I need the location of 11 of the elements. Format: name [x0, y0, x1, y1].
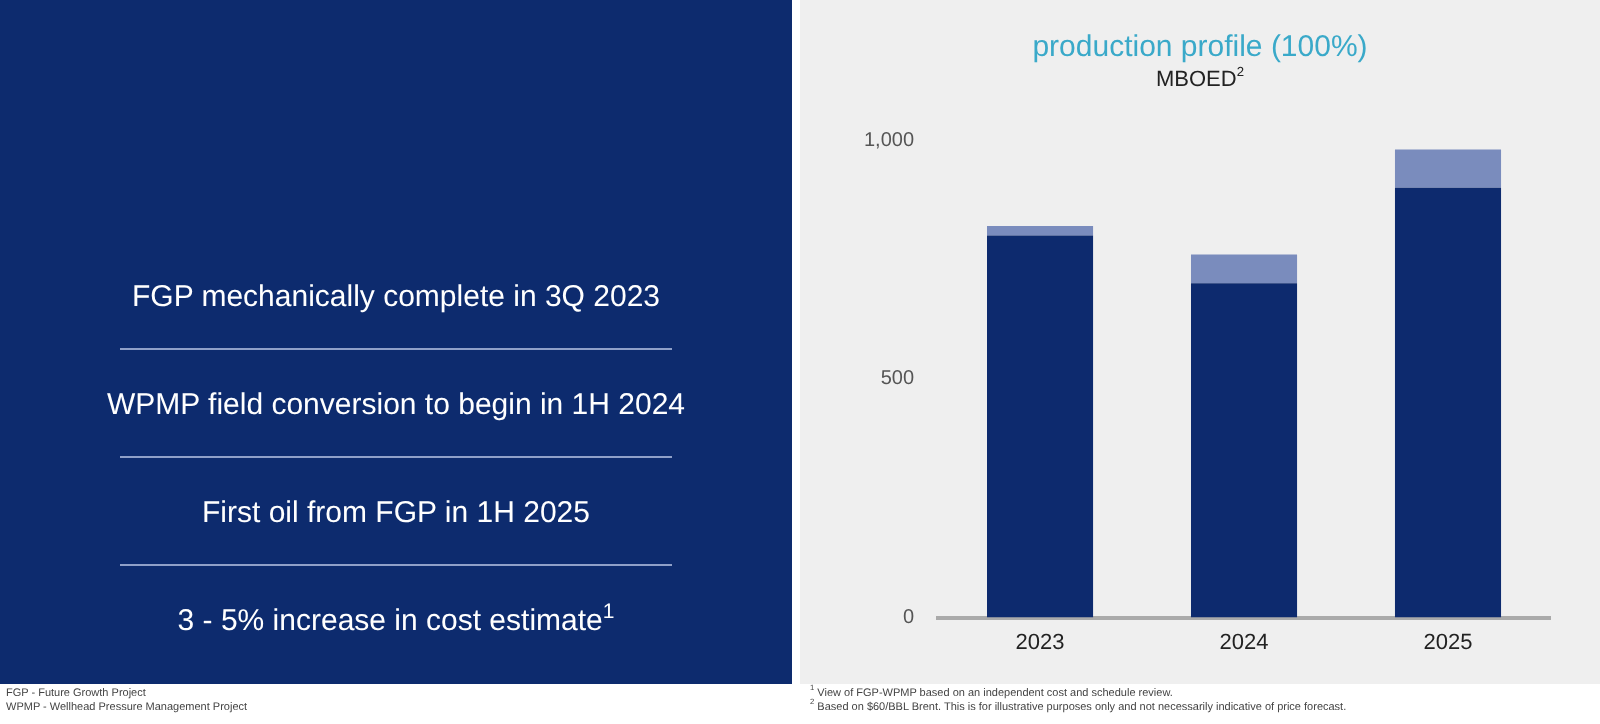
text: FGP mechanically complete in 3Q 2023	[129, 280, 663, 314]
chart-title: production profile (100%)	[1032, 30, 1368, 64]
text: WPMP field conversion to begin in 1H 2024	[104, 388, 688, 422]
y-tick-label: 0	[902, 607, 915, 630]
text: 3 - 5% increase in cost estimate$^{1}$	[175, 600, 617, 638]
y-tick-label: 1,000	[863, 129, 915, 152]
y-tick-label: 500	[880, 368, 915, 391]
text: First oil from FGP in 1H 2025	[200, 496, 592, 530]
x-tick-label: 2023	[1015, 630, 1065, 655]
x-tick-label: 2024	[1219, 630, 1269, 655]
x-tick-label: 2025	[1423, 630, 1473, 655]
